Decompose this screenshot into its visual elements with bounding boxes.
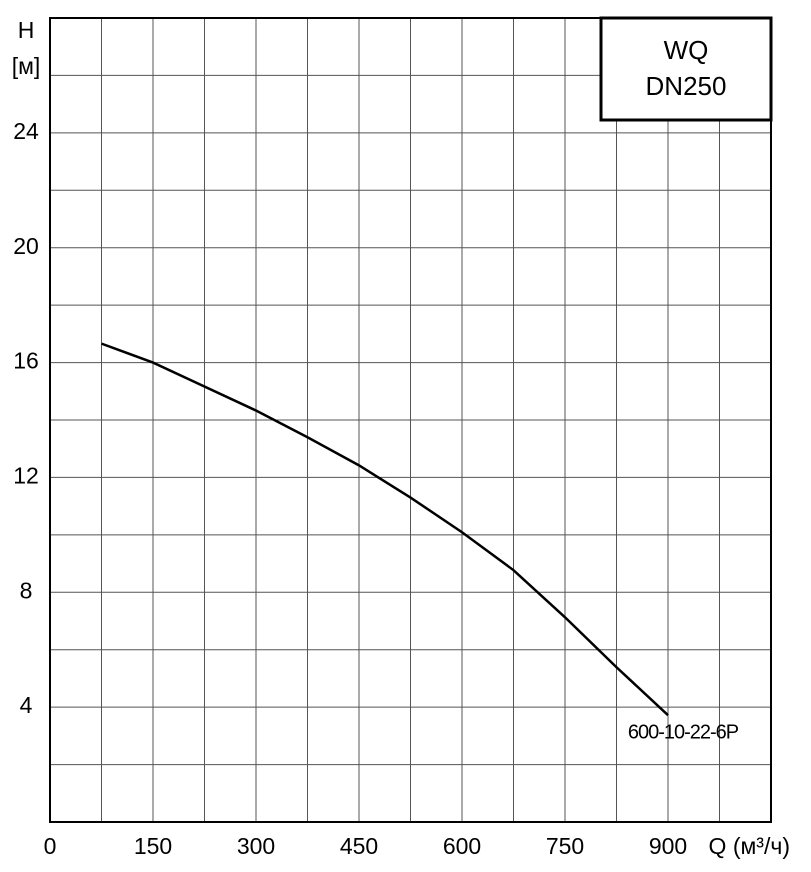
y-tick-label: 20 [13,233,39,259]
y-tick-label: 4 [20,692,33,718]
y-tick-label: 24 [13,118,39,144]
y-tick-label: 12 [13,463,39,489]
plot-frame [49,17,772,823]
x-tick-label: 900 [649,833,687,859]
x-tick-label: 450 [340,833,378,859]
y-axis-label: [м] [12,53,41,79]
x-tick-label: 600 [443,833,481,859]
y-axis-label: H [18,17,35,43]
x-tick-label: 300 [237,833,275,859]
curve [101,342,669,717]
x-axis-label: Q (м³/ч) [709,833,790,859]
title-box [599,16,773,122]
y-tick-label: 16 [13,348,39,374]
chart-title: DN250 [646,71,727,101]
x-tick-label: 0 [44,833,57,859]
y-tick-label: 8 [20,577,33,603]
x-tick-label: 750 [546,833,584,859]
chart-title: WQ [664,35,709,65]
x-tick-label: 150 [134,833,172,859]
series-label: 600-10-22-6P [628,721,739,743]
